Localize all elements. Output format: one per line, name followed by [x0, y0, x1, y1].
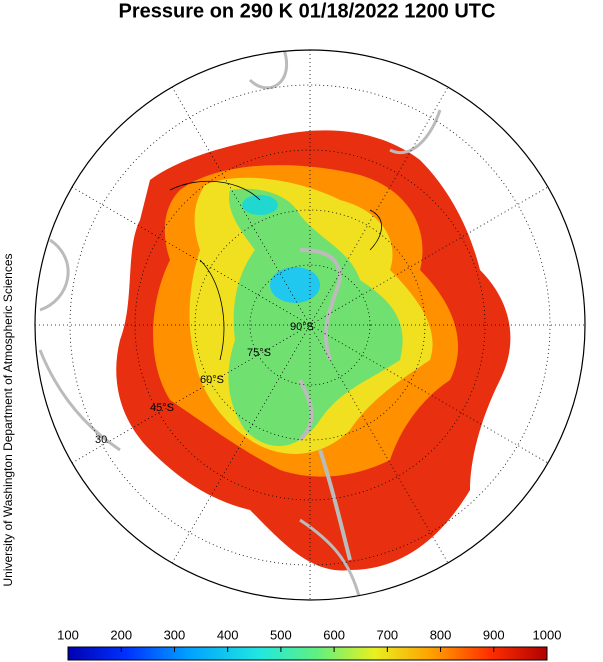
colorbar-tick-label: 800 [430, 627, 452, 642]
latitude-label: 30 [95, 434, 107, 446]
coastline [38, 50, 442, 600]
colorbar-tick-label: 400 [217, 627, 239, 642]
colorbar-tick-label: 300 [164, 627, 186, 642]
colorbar-tick-label: 700 [376, 627, 398, 642]
colorbar-tick-label: 100 [57, 627, 79, 642]
credit: University of Washington Department of A… [1, 253, 15, 586]
map-title: Pressure on 290 K 01/18/2022 1200 UTC [119, 0, 496, 22]
colorbar-tick-label: 500 [270, 627, 292, 642]
latitude-label: 45°S [150, 402, 174, 414]
cyan-region [270, 267, 320, 303]
green-region [228, 188, 403, 447]
cyan-region [242, 195, 278, 215]
contour [169, 180, 382, 361]
colorbar-tick-label: 200 [110, 627, 132, 642]
colorbar [67, 646, 548, 661]
latitude-label: 75°S [247, 347, 271, 359]
colorbar-tick-label: 900 [483, 627, 505, 642]
latitude-label: 60°S [200, 374, 224, 386]
map-boundary [34, 49, 586, 601]
colorbar-tick-label: 600 [323, 627, 345, 642]
colorbar-tick-label: 1000 [533, 627, 562, 642]
colorbar-ticks: 100 200 300 400 500 600 700 800 900 1000 [57, 627, 561, 652]
latitude-label: 90°S [290, 321, 314, 333]
map-field [38, 50, 511, 600]
graticule [35, 50, 585, 600]
coastline [298, 248, 352, 561]
